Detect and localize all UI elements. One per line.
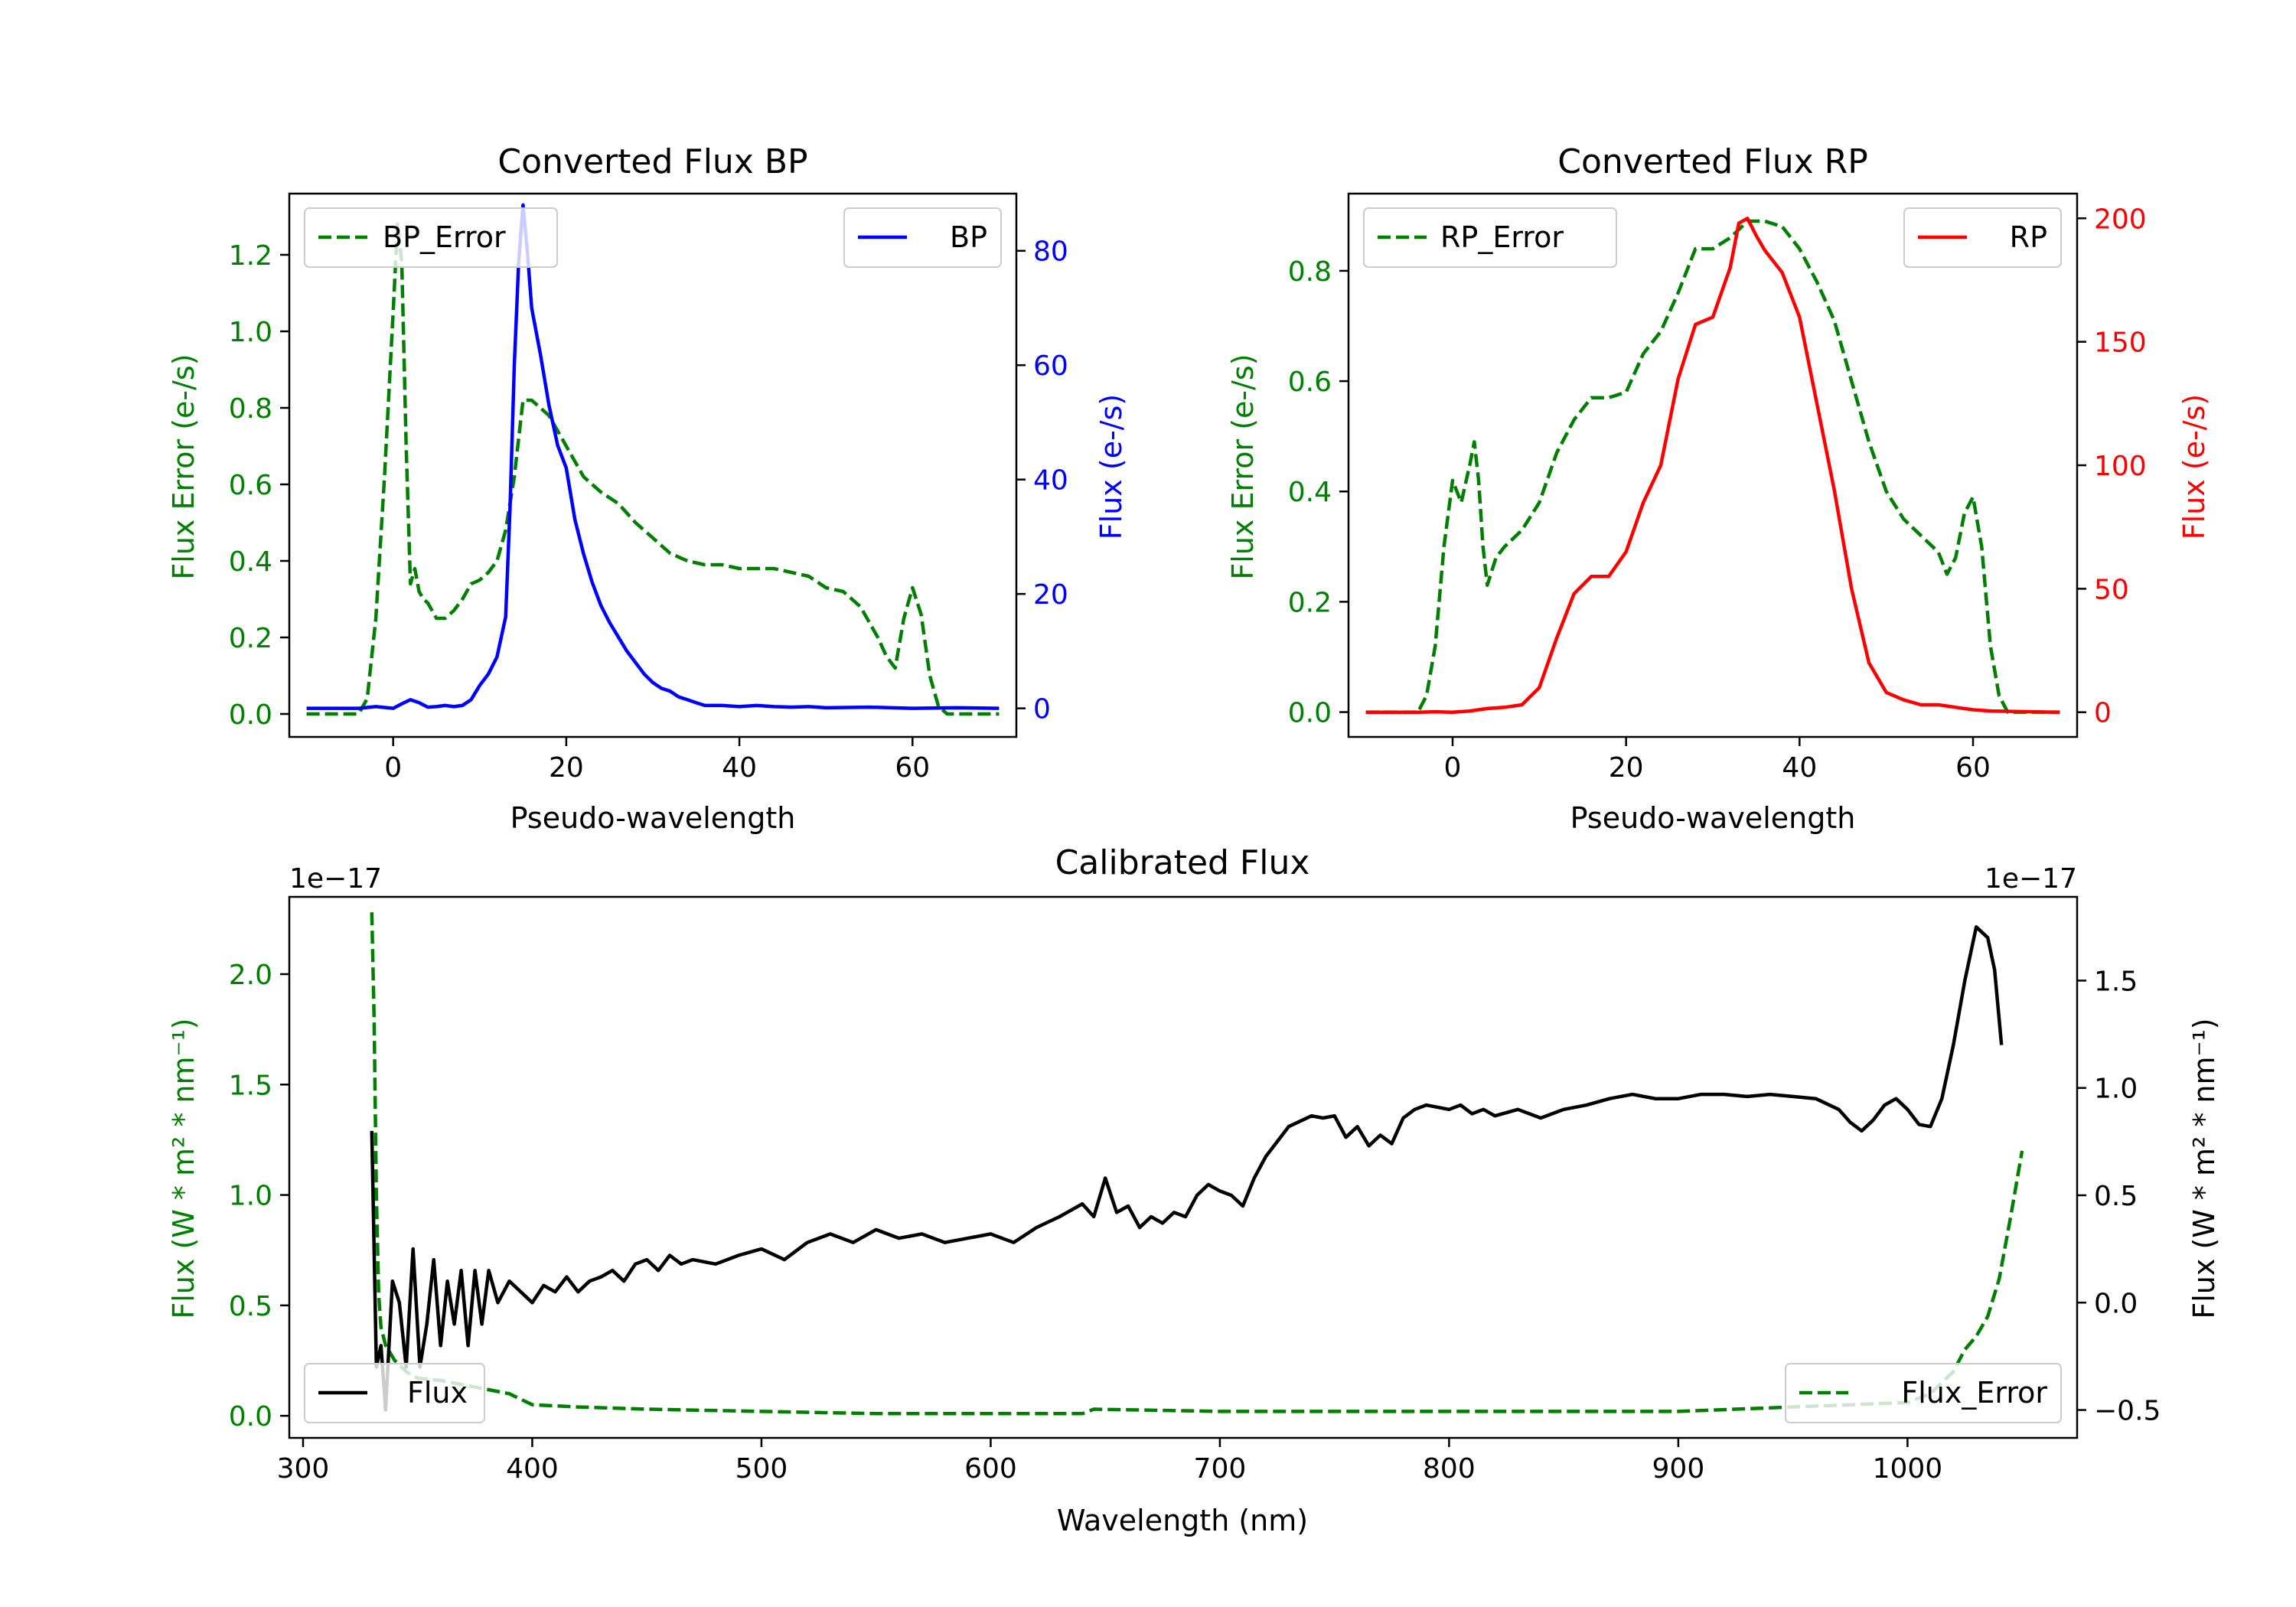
y-tick-label-left: 0.6 <box>1288 367 1332 398</box>
y-tick-label-right: 100 <box>2094 451 2147 482</box>
y-tick-label-left: 0.2 <box>229 623 272 654</box>
legend-right: Flux_Error <box>1785 1363 2062 1423</box>
legend-box <box>304 207 558 268</box>
y-tick-label-right: 0.5 <box>2094 1181 2138 1212</box>
plot-frame <box>288 895 2079 1439</box>
y-axis-label-right: Flux (e-/s) <box>2177 394 2211 539</box>
legend-box <box>1903 207 2062 268</box>
x-tick-label: 600 <box>964 1453 1017 1485</box>
y-tick-label-right: 1.0 <box>2094 1074 2138 1105</box>
y-axis-label-left: Flux Error (e-/s) <box>1226 354 1260 579</box>
chart-converted-flux-rp: Converted Flux RP Pseudo-wavelength Flux… <box>1226 142 2211 835</box>
plot-frame <box>288 192 1018 738</box>
plot-frame <box>1347 192 2079 738</box>
legend-label-flux-error: Flux_Error <box>1901 1376 2047 1410</box>
y-tick-label-right: 60 <box>1033 350 1068 382</box>
legend-box <box>1785 1363 2062 1423</box>
x-axis-label: Wavelength (nm) <box>1057 1504 1308 1537</box>
y-tick-label-left: 0.0 <box>229 699 272 731</box>
series-line-rp <box>1365 217 2060 714</box>
x-tick-label: 60 <box>1955 752 1991 784</box>
y-tick-label-left: 1.0 <box>229 317 272 348</box>
x-tick-label: 1000 <box>1873 1453 1943 1485</box>
y-tick-label-right: 200 <box>2094 204 2147 235</box>
legend-left: RP_Error <box>1363 207 1617 268</box>
legend-left: BP_Error <box>304 207 558 268</box>
y-tick-label-left: 1.0 <box>229 1181 272 1212</box>
legend-left: Flux <box>304 1363 485 1423</box>
y-tick-label-left: 1.2 <box>229 240 272 272</box>
legend-label-bp: BP <box>950 220 987 254</box>
legend-label-flux: Flux <box>407 1376 468 1410</box>
y-tick-label-right: 0.0 <box>2094 1288 2138 1319</box>
legend-box <box>843 207 1002 268</box>
y-tick-label-right: 80 <box>1033 236 1068 268</box>
y-offset-label-left: 1e−17 <box>289 863 382 895</box>
x-tick-label: 500 <box>735 1453 788 1485</box>
y-tick-label-left: 1.5 <box>229 1070 272 1101</box>
chart-title: Converted Flux BP <box>497 142 807 181</box>
x-tick-label: 400 <box>506 1453 559 1485</box>
series-line-bp-error <box>306 222 1000 716</box>
x-tick-label: 300 <box>277 1453 330 1485</box>
y-tick-label-left: 0.8 <box>1288 256 1332 288</box>
x-tick-label: 0 <box>384 752 402 784</box>
x-tick-label: 20 <box>549 752 584 784</box>
x-tick-label: 0 <box>1444 752 1462 784</box>
x-tick-label: 60 <box>895 752 930 784</box>
x-tick-label: 900 <box>1652 1453 1705 1485</box>
y-tick-label-left: 0.8 <box>229 393 272 425</box>
legend-box <box>304 1363 485 1423</box>
chart-converted-flux-bp: Converted Flux BP Pseudo-wavelength Flux… <box>167 142 1128 835</box>
y-tick-label-right: 40 <box>1033 465 1068 497</box>
y-tick-label-right: 0 <box>1033 694 1051 725</box>
x-axis-label: Pseudo-wavelength <box>510 801 796 835</box>
y-axis-label-right: Flux (W * m² * nm⁻¹) <box>2187 1018 2221 1319</box>
legend-box <box>1363 207 1617 268</box>
chart-title: Converted Flux RP <box>1557 142 1868 181</box>
legend-right: BP <box>843 207 1002 268</box>
y-tick-label-right: 0 <box>2094 698 2112 729</box>
x-tick-label: 700 <box>1194 1453 1247 1485</box>
chart-title: Calibrated Flux <box>1055 843 1310 882</box>
legend-right: RP <box>1903 207 2062 268</box>
y-offset-label-right: 1e−17 <box>1985 863 2077 895</box>
legend-label-rp: RP <box>2010 220 2047 254</box>
y-tick-label-left: 2.0 <box>229 960 272 991</box>
y-tick-label-right: 20 <box>1033 579 1068 611</box>
legend-label-bp-error: BP_Error <box>383 220 506 254</box>
series-line-bp <box>306 203 1000 710</box>
chart-calibrated-flux: Calibrated Flux 1e−17 1e−17 Wavelength (… <box>167 843 2221 1537</box>
x-tick-label: 20 <box>1609 752 1644 784</box>
legend-label-rp-error: RP_Error <box>1440 220 1564 254</box>
y-tick-label-left: 0.0 <box>1288 698 1332 729</box>
y-tick-label-left: 0.4 <box>229 546 272 578</box>
series-line-rp-error <box>1365 219 2060 714</box>
x-tick-label: 40 <box>722 752 757 784</box>
y-tick-label-right: 50 <box>2094 574 2129 605</box>
y-tick-label-right: 1.5 <box>2094 966 2138 997</box>
y-axis-label-right: Flux (e-/s) <box>1094 394 1128 539</box>
series-line-flux <box>370 925 2004 1412</box>
y-tick-label-left: 0.6 <box>229 470 272 501</box>
y-tick-label-left: 0.4 <box>1288 477 1332 508</box>
y-tick-label-right: 150 <box>2094 328 2147 359</box>
y-tick-label-right: −0.5 <box>2094 1396 2161 1427</box>
x-tick-label: 40 <box>1782 752 1817 784</box>
x-axis-label: Pseudo-wavelength <box>1570 801 1856 835</box>
x-tick-label: 800 <box>1423 1453 1476 1485</box>
y-tick-label-left: 0.5 <box>229 1291 272 1322</box>
y-axis-label-left: Flux Error (e-/s) <box>167 354 201 579</box>
y-axis-label-left: Flux (W * m² * nm⁻¹) <box>167 1018 201 1319</box>
y-tick-label-left: 0.2 <box>1288 587 1332 618</box>
y-tick-label-left: 0.0 <box>229 1401 272 1433</box>
